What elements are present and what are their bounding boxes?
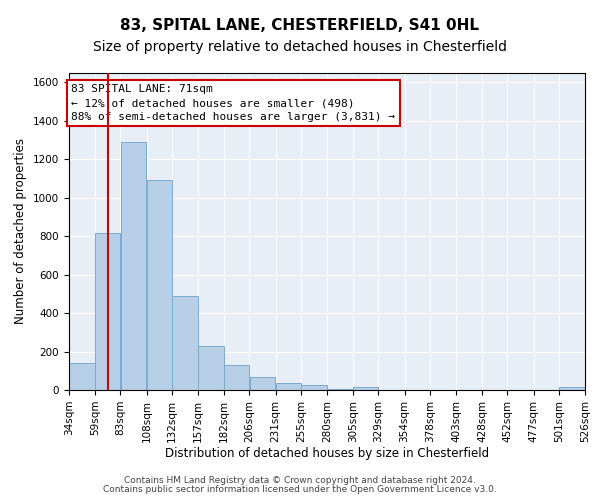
X-axis label: Distribution of detached houses by size in Chesterfield: Distribution of detached houses by size …	[165, 448, 489, 460]
Bar	[250, 378, 275, 390]
Y-axis label: Number of detached properties: Number of detached properties	[14, 138, 28, 324]
Bar	[69, 363, 95, 390]
Bar	[95, 233, 120, 390]
Text: 83 SPITAL LANE: 71sqm
← 12% of detached houses are smaller (498)
88% of semi-det: 83 SPITAL LANE: 71sqm ← 12% of detached …	[71, 84, 395, 122]
Bar	[276, 382, 301, 390]
Bar	[559, 387, 585, 390]
Bar	[172, 296, 198, 390]
Bar	[327, 389, 353, 390]
Text: Size of property relative to detached houses in Chesterfield: Size of property relative to detached ho…	[93, 40, 507, 54]
Bar	[198, 346, 224, 390]
Bar	[353, 387, 378, 390]
Bar	[147, 180, 172, 390]
Text: Contains public sector information licensed under the Open Government Licence v3: Contains public sector information licen…	[103, 485, 497, 494]
Text: Contains HM Land Registry data © Crown copyright and database right 2024.: Contains HM Land Registry data © Crown c…	[124, 476, 476, 485]
Bar	[121, 142, 146, 390]
Bar	[224, 365, 249, 390]
Bar	[301, 385, 327, 390]
Text: 83, SPITAL LANE, CHESTERFIELD, S41 0HL: 83, SPITAL LANE, CHESTERFIELD, S41 0HL	[121, 18, 479, 32]
